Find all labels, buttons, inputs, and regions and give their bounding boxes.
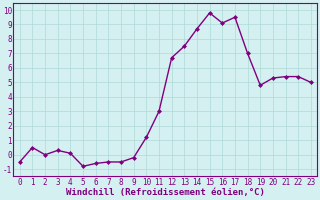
- X-axis label: Windchill (Refroidissement éolien,°C): Windchill (Refroidissement éolien,°C): [66, 188, 265, 197]
